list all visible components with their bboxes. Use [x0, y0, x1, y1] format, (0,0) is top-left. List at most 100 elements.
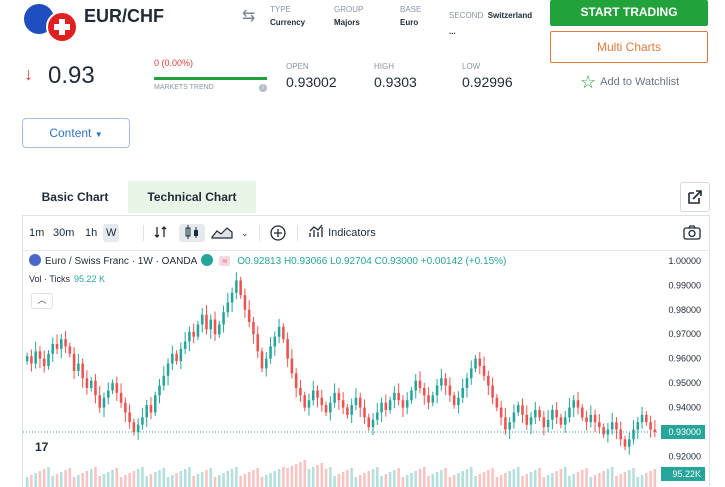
meta-type: TYPE Currency: [270, 5, 306, 27]
volume-bar: [636, 477, 640, 487]
volume-bar: [478, 474, 482, 487]
volume-bar: [572, 474, 576, 487]
volume-bar: [645, 473, 648, 487]
volume-bar: [397, 468, 400, 487]
candle-body: [72, 353, 76, 371]
candle-body: [444, 378, 447, 386]
volume-bar: [166, 477, 170, 487]
external-link-button[interactable]: [680, 182, 710, 212]
candle-body: [111, 383, 114, 391]
interval-w[interactable]: W: [103, 224, 120, 242]
volume-bar: [346, 470, 349, 487]
candle-body: [491, 385, 494, 398]
stat-high: HIGH 0.9303: [374, 62, 417, 90]
tab-technical-chart[interactable]: Technical Chart: [128, 181, 256, 213]
candle-body: [55, 344, 59, 349]
candle-body: [653, 429, 657, 432]
candle-body: [418, 380, 422, 388]
volume-bar: [546, 475, 550, 487]
candle-body: [145, 405, 148, 418]
candle-body: [388, 400, 392, 410]
legend-badge: ≈: [219, 256, 231, 266]
volume-bar: [171, 475, 174, 487]
volume-bar: [175, 473, 178, 487]
volume-bar: [563, 467, 567, 487]
volume-bar: [350, 468, 353, 487]
volume-bar: [72, 477, 76, 487]
indicators-button[interactable]: Indicators: [309, 224, 376, 242]
volume-bar: [192, 476, 195, 487]
candles-icon[interactable]: [179, 224, 205, 242]
candle-body: [209, 319, 213, 330]
add-to-watchlist-button[interactable]: ☆ Add to Watchlist: [580, 72, 680, 92]
multi-charts-button[interactable]: Multi Charts: [550, 31, 708, 63]
candle-body: [218, 324, 221, 335]
market-status-icon: [201, 254, 214, 266]
candle-body: [226, 302, 230, 313]
volume-bar: [619, 474, 622, 487]
volume-bar: [324, 469, 328, 487]
content-dropdown[interactable]: Content ▼: [22, 118, 130, 148]
chart-legend: Euro / Swiss Franc · 1W · OANDA ≈ O0.928…: [29, 254, 506, 267]
volume-bar: [294, 464, 298, 487]
candle-body: [149, 405, 153, 413]
candle-body: [273, 336, 277, 347]
swap-icon[interactable]: ⇆: [242, 8, 256, 25]
volume-bar: [235, 467, 238, 487]
start-trading-button[interactable]: START TRADING: [550, 0, 708, 26]
tab-basic-chart[interactable]: Basic Chart: [41, 190, 109, 204]
candle-body: [461, 388, 464, 398]
tradingview-chart[interactable]: 1m 30m 1h W ⌄ Indicators 1.00000 0.99000 0…: [22, 215, 710, 487]
price-plot[interactable]: [23, 250, 659, 487]
markets-trend-bar: [154, 77, 267, 80]
chevron-down-icon[interactable]: ⌄: [241, 228, 249, 238]
camera-icon[interactable]: [683, 224, 701, 242]
volume-bar: [106, 472, 110, 487]
candle-body: [606, 429, 610, 435]
volume-bar: [576, 472, 580, 487]
last-price-label: 0.93000: [668, 427, 701, 437]
volume-bar: [98, 476, 102, 487]
volume-bar: [115, 468, 119, 487]
volume-bar: [320, 463, 324, 487]
volume-bar: [627, 470, 631, 487]
volume-bar: [457, 473, 460, 487]
candle-body: [358, 397, 362, 408]
symbol-icon: [29, 254, 41, 266]
candle-body: [397, 392, 400, 401]
volume-bar: [38, 471, 42, 487]
candle-body: [555, 410, 558, 418]
volume-bar: [623, 472, 627, 487]
candle-body: [576, 400, 580, 408]
candle-body: [128, 412, 131, 423]
interval-1h[interactable]: 1h: [85, 227, 98, 239]
y-tick-label: 0.92000: [668, 451, 701, 461]
add-indicator-icon[interactable]: [269, 224, 287, 242]
area-chart-icon[interactable]: [211, 224, 233, 242]
candle-body: [311, 390, 315, 401]
candle-body: [47, 353, 50, 366]
candle-body: [534, 410, 537, 418]
volume-bar: [384, 474, 388, 487]
volume-bar: [363, 473, 366, 487]
volume-bar: [269, 473, 272, 487]
volume-bar: [307, 469, 311, 487]
volume-bar: [388, 472, 392, 487]
compare-icon[interactable]: [153, 224, 169, 242]
volume-bar: [111, 470, 114, 487]
candle-body: [153, 395, 157, 413]
interval-1m[interactable]: 1m: [29, 227, 45, 239]
volume-bar: [81, 473, 84, 487]
interval-30m[interactable]: 30m: [53, 227, 75, 239]
candle-body: [568, 407, 571, 418]
collapse-legend-button[interactable]: ︿: [31, 293, 53, 309]
candle-body: [81, 363, 84, 379]
price-axis[interactable]: 1.00000 0.99000 0.98000 0.97000 0.96000 0.950…: [659, 250, 709, 487]
candle-body: [158, 385, 161, 396]
volume-bar: [448, 477, 452, 487]
y-tick-label: 0.98000: [668, 305, 701, 315]
volume-bar: [418, 469, 422, 487]
info-icon[interactable]: i: [259, 84, 267, 92]
volume-bar: [440, 470, 443, 487]
candle-body: [64, 339, 67, 347]
